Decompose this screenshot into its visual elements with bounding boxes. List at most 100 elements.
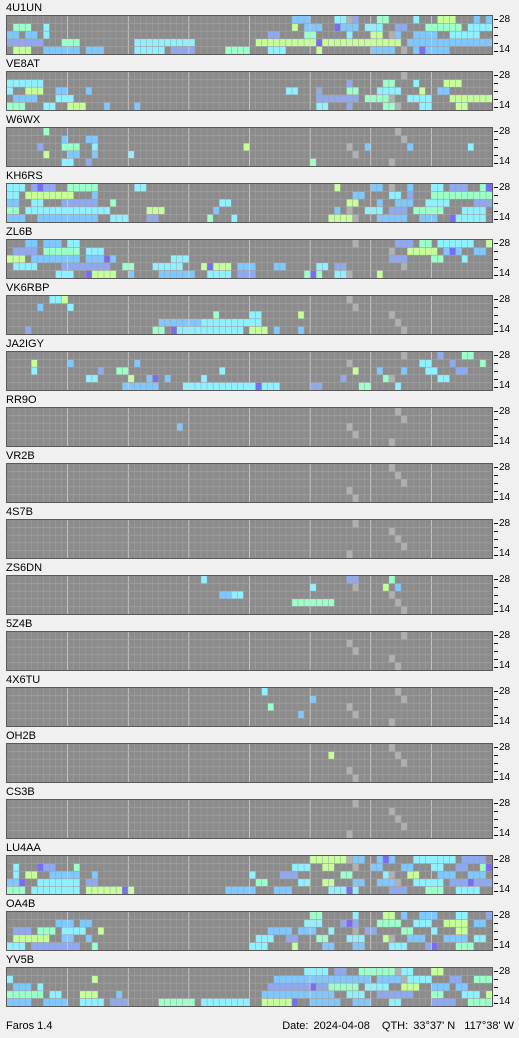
propagation-grid[interactable] xyxy=(6,687,493,727)
signal-cell xyxy=(19,878,26,887)
signal-cell xyxy=(91,135,98,144)
propagation-grid[interactable] xyxy=(6,15,493,55)
signal-cell xyxy=(61,247,68,256)
signal-cell xyxy=(334,262,341,271)
signal-cell xyxy=(479,38,486,47)
signal-cell xyxy=(61,296,68,304)
signal-cell xyxy=(91,191,98,200)
signal-cell xyxy=(376,206,383,215)
signal-cell xyxy=(279,975,286,984)
propagation-grid[interactable] xyxy=(6,911,493,951)
signal-cell xyxy=(67,303,74,312)
propagation-grid[interactable] xyxy=(6,295,493,335)
signal-cell xyxy=(19,38,26,47)
propagation-grid[interactable] xyxy=(6,855,493,895)
signal-cell xyxy=(73,942,80,950)
propagation-grid[interactable] xyxy=(6,967,493,1007)
axis-label-bottom: 14 xyxy=(499,324,511,335)
propagation-grid[interactable] xyxy=(6,127,493,167)
signal-cell xyxy=(419,878,426,887)
signal-cell xyxy=(152,214,159,222)
signal-cell xyxy=(443,871,450,879)
signal-cell xyxy=(249,318,256,327)
heard-cell xyxy=(395,662,402,670)
signal-cell xyxy=(443,191,450,200)
signal-cell xyxy=(188,382,195,390)
signal-cell xyxy=(304,975,311,984)
axis-tick xyxy=(494,155,498,156)
signal-cell xyxy=(207,998,214,1006)
signal-cell xyxy=(13,878,20,887)
station-panel: 4U1UN 28 14 xyxy=(0,1,519,57)
signal-cell xyxy=(285,38,292,47)
signal-cell xyxy=(382,583,389,592)
propagation-grid[interactable] xyxy=(6,631,493,671)
heard-cell xyxy=(401,632,408,640)
signal-cell xyxy=(67,158,74,166)
signal-cell xyxy=(340,374,347,383)
band-axis: 28 14 xyxy=(494,407,519,447)
propagation-grid[interactable] xyxy=(6,239,493,279)
signal-cell xyxy=(97,255,104,263)
signal-cell xyxy=(231,46,238,54)
signal-cell xyxy=(479,214,486,222)
propagation-grid[interactable] xyxy=(6,71,493,111)
propagation-grid[interactable] xyxy=(6,463,493,503)
signal-cell xyxy=(243,143,250,151)
signal-cell xyxy=(285,87,292,95)
signal-cell xyxy=(479,863,486,872)
signal-cell xyxy=(49,871,56,879)
signal-cell xyxy=(279,990,286,999)
heard-cell xyxy=(388,184,395,192)
signal-cell xyxy=(485,998,492,1006)
signal-cell xyxy=(304,968,311,976)
signal-cell xyxy=(485,240,492,248)
signal-cell xyxy=(443,46,450,54)
band-axis: 28 14 xyxy=(494,687,519,727)
propagation-grid[interactable] xyxy=(6,183,493,223)
axis-tick xyxy=(494,707,498,708)
signal-cell xyxy=(322,38,329,47)
station-callsign: VR2B xyxy=(6,450,35,462)
signal-cell xyxy=(461,184,468,192)
propagation-grid[interactable] xyxy=(6,743,493,783)
propagation-grid[interactable] xyxy=(6,799,493,839)
band-axis: 28 14 xyxy=(494,631,519,671)
propagation-grid[interactable] xyxy=(6,519,493,559)
signal-cell xyxy=(388,856,395,864)
signal-cell xyxy=(370,968,377,976)
station-panel: 4X6TU 28 14 xyxy=(0,673,519,729)
signal-cell xyxy=(449,79,456,88)
signal-cell xyxy=(61,871,68,879)
propagation-grid[interactable] xyxy=(6,407,493,447)
signal-cell xyxy=(49,990,56,999)
signal-cell xyxy=(310,912,317,920)
propagation-grid[interactable] xyxy=(6,575,493,615)
signal-cell xyxy=(31,262,38,271)
signal-cell xyxy=(55,942,62,950)
axis-tick xyxy=(494,779,498,780)
heard-cell xyxy=(388,158,395,166)
axis-tick xyxy=(494,35,498,36)
signal-cell xyxy=(225,262,232,271)
signal-cell xyxy=(455,240,462,248)
signal-cell xyxy=(407,983,414,991)
signal-cell xyxy=(164,374,171,383)
signal-cell xyxy=(201,382,208,390)
signal-cell xyxy=(370,927,377,935)
signal-cell xyxy=(388,912,395,920)
signal-cell xyxy=(467,206,474,215)
heard-cell xyxy=(346,703,353,711)
signal-cell xyxy=(19,990,26,999)
signal-cell xyxy=(55,990,62,999)
propagation-grid[interactable] xyxy=(6,351,493,391)
signal-cell xyxy=(85,255,92,263)
signal-cell xyxy=(425,46,432,54)
signal-cell xyxy=(19,934,26,943)
signal-cell xyxy=(449,934,456,943)
signal-cell xyxy=(249,382,256,390)
signal-cell xyxy=(182,46,189,54)
signal-cell xyxy=(473,886,480,894)
signal-cell xyxy=(49,942,56,950)
signal-cell xyxy=(158,262,165,271)
